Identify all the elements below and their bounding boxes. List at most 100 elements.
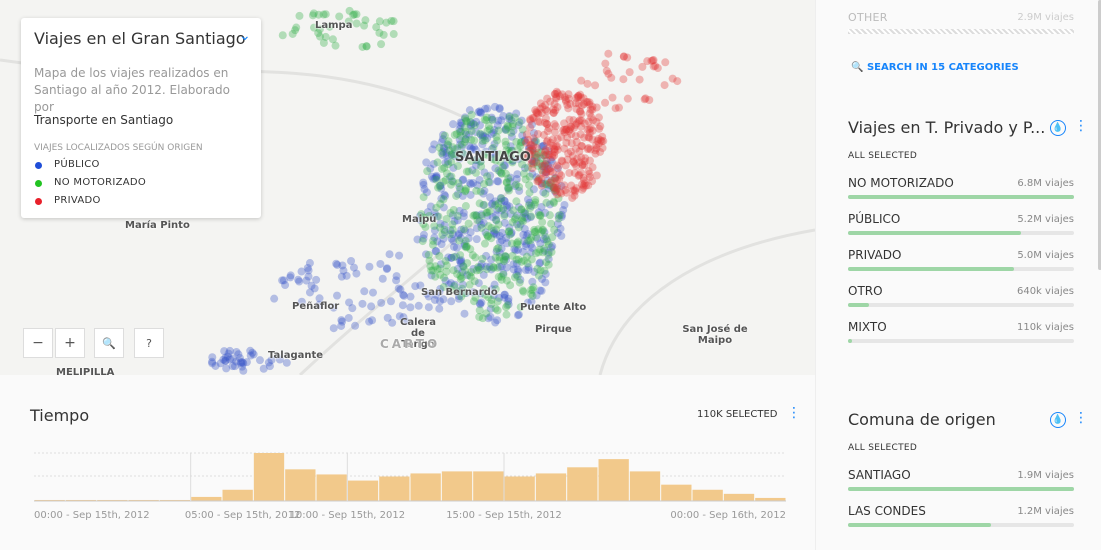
map-dot — [467, 110, 476, 119]
histogram-bar[interactable] — [535, 473, 567, 501]
map-dot — [425, 256, 434, 265]
category-bar[interactable] — [848, 339, 852, 343]
category-name[interactable]: OTRO — [848, 284, 883, 298]
scrollbar[interactable] — [1098, 0, 1101, 270]
map-dot — [585, 109, 594, 118]
map-dot — [488, 115, 497, 124]
map-dot — [466, 190, 475, 199]
category-name[interactable]: PÚBLICO — [848, 212, 901, 226]
category-bar[interactable] — [848, 231, 1021, 235]
map-dot — [549, 183, 558, 192]
map-dot — [495, 262, 504, 271]
map-dot — [319, 10, 328, 19]
search-link[interactable]: 🔍 SEARCH IN 15 CATEGORIES — [851, 62, 1019, 73]
map-dot — [319, 38, 328, 47]
search-text[interactable]: SEARCH IN 15 CATEGORIES — [866, 62, 1019, 73]
map-dot — [537, 108, 546, 117]
histogram-bar[interactable] — [347, 480, 379, 501]
map-dot — [534, 176, 543, 185]
map-dot — [538, 103, 547, 112]
zoom-in-button[interactable]: + — [55, 328, 85, 358]
histogram-bar[interactable] — [222, 489, 253, 501]
histogram-bar[interactable] — [567, 467, 598, 501]
map-dot — [457, 127, 466, 136]
map-dot — [450, 253, 459, 262]
histogram-bar[interactable] — [473, 471, 504, 501]
histogram-bar[interactable] — [97, 499, 128, 501]
histogram[interactable]: 00:00 - Sep 15th, 2012 05:00 - Sep 15th, … — [0, 445, 815, 525]
zoom-out-button[interactable]: − — [23, 328, 53, 358]
map-dot — [315, 300, 324, 309]
map-dot — [424, 292, 433, 301]
map-dot — [297, 267, 306, 276]
map-dot — [440, 225, 449, 234]
map-dot — [460, 123, 469, 132]
map-dot — [430, 233, 439, 242]
histogram-bar[interactable] — [316, 474, 347, 501]
category-name[interactable]: LAS CONDES — [848, 504, 926, 518]
map-dot — [352, 269, 361, 278]
collapse-icon[interactable]: ⌄ — [239, 28, 251, 44]
map-dot — [529, 134, 538, 143]
map-dot — [474, 279, 483, 288]
map-dot — [559, 126, 568, 135]
options-menu[interactable]: ⋮ — [787, 405, 801, 421]
map-dot — [564, 104, 573, 113]
histogram-bar[interactable] — [253, 453, 285, 501]
map-dot — [494, 116, 503, 125]
map-dot — [497, 275, 506, 284]
options-menu[interactable]: ⋮ — [1074, 118, 1088, 134]
map-dot — [459, 225, 468, 234]
histogram-bar[interactable] — [159, 499, 191, 501]
histogram-bar[interactable] — [128, 499, 159, 501]
map-dot — [332, 259, 341, 268]
histogram-bar[interactable] — [661, 484, 692, 501]
map-dot — [480, 200, 489, 209]
map-dot — [488, 150, 497, 159]
histogram-bar[interactable] — [379, 476, 410, 501]
histogram-bar[interactable] — [629, 471, 661, 501]
options-menu[interactable]: ⋮ — [1074, 410, 1088, 426]
map-dot — [477, 162, 486, 171]
histogram-bar[interactable] — [441, 471, 473, 501]
help-button[interactable]: ? — [134, 328, 164, 358]
category-name[interactable]: MIXTO — [848, 320, 887, 334]
map-dot — [428, 240, 437, 249]
search-button[interactable]: 🔍 — [94, 328, 124, 358]
map-dot — [528, 291, 537, 300]
category-name[interactable]: PRIVADO — [848, 248, 902, 262]
color-toggle[interactable]: 💧 — [1050, 120, 1066, 136]
map-dot — [510, 215, 519, 224]
histogram-bar[interactable] — [723, 493, 755, 501]
category-count: 5.0M viajes — [1017, 250, 1074, 261]
histogram-bar[interactable] — [598, 459, 629, 501]
category-bar[interactable] — [848, 195, 1074, 199]
color-toggle[interactable]: 💧 — [1050, 412, 1066, 428]
map-dot — [542, 258, 551, 267]
histogram-bar[interactable] — [285, 469, 316, 501]
histogram-bar[interactable] — [504, 476, 535, 501]
map-dot — [569, 158, 578, 167]
map-dot — [307, 281, 316, 290]
map[interactable]: Lampa SANTIAGO Maipú María Pinto Peñaflo… — [0, 0, 815, 375]
map-dot — [581, 181, 590, 190]
category-name[interactable]: NO MOTORIZADO — [848, 176, 954, 190]
histogram-bar[interactable] — [410, 473, 441, 501]
map-dot — [541, 159, 550, 168]
category-bar[interactable] — [848, 267, 1015, 271]
map-dot — [503, 122, 512, 131]
map-dot — [468, 166, 477, 175]
histogram-bar[interactable] — [65, 499, 97, 501]
map-dot — [457, 257, 466, 266]
histogram-bar[interactable] — [34, 499, 65, 501]
category-bar[interactable] — [848, 523, 991, 527]
map-dot — [504, 300, 513, 309]
category-bar[interactable] — [848, 487, 1074, 491]
histogram-bar[interactable] — [692, 489, 723, 501]
map-dot — [338, 261, 347, 270]
category-name[interactable]: SANTIAGO — [848, 468, 911, 482]
histogram-bar[interactable] — [755, 497, 786, 501]
histogram-bar[interactable] — [191, 496, 222, 501]
category-bar[interactable] — [848, 303, 870, 307]
map-dot — [462, 288, 471, 297]
